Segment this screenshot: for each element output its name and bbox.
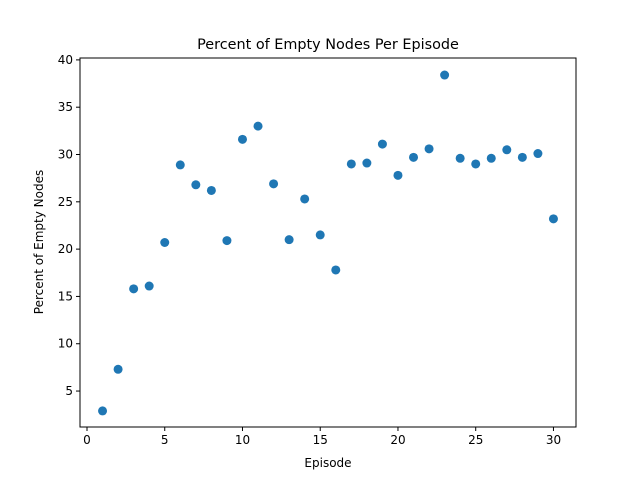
scatter-point xyxy=(440,70,450,80)
scatter-point xyxy=(393,170,403,180)
x-axis-label: Episode xyxy=(304,456,351,470)
y-tick-label: 20 xyxy=(58,242,73,256)
scatter-point xyxy=(129,284,139,294)
scatter-point xyxy=(409,152,419,162)
y-tick-label: 30 xyxy=(58,148,73,162)
scatter-point xyxy=(517,152,527,162)
y-tick-label: 15 xyxy=(58,289,73,303)
scatter-point xyxy=(455,153,465,163)
scatter-point xyxy=(502,145,512,155)
x-tick-label: 10 xyxy=(235,433,250,447)
x-tick-label: 0 xyxy=(83,433,91,447)
y-tick-label: 5 xyxy=(65,384,73,398)
scatter-point xyxy=(113,364,123,374)
scatter-point xyxy=(175,160,185,170)
x-tick-label: 30 xyxy=(546,433,561,447)
scatter-point xyxy=(548,214,558,224)
scatter-point xyxy=(300,194,310,204)
y-tick-label: 25 xyxy=(58,195,73,209)
scatter-point xyxy=(191,180,201,190)
scatter-point xyxy=(206,185,216,195)
scatter-point xyxy=(144,281,154,291)
scatter-point xyxy=(471,159,481,169)
y-axis-ticks: 5 10 15 20 25 30 35 40 xyxy=(58,53,80,398)
x-tick-label: 20 xyxy=(390,433,405,447)
x-tick-label: 5 xyxy=(161,433,169,447)
scatter-point xyxy=(237,134,247,144)
scatter-point xyxy=(253,121,263,131)
y-tick-label: 10 xyxy=(58,337,73,351)
scatter-point xyxy=(486,153,496,163)
x-tick-label: 25 xyxy=(468,433,483,447)
scatter-point xyxy=(160,238,170,247)
scatter-point xyxy=(98,406,108,416)
scatter-point xyxy=(331,265,341,275)
scatter-point xyxy=(284,235,294,245)
x-tick-label: 15 xyxy=(313,433,328,447)
scatter-point xyxy=(269,179,279,189)
chart-title: Percent of Empty Nodes Per Episode xyxy=(197,37,459,53)
x-axis-ticks: 0 5 10 15 20 25 30 xyxy=(83,427,561,447)
y-tick-label: 35 xyxy=(58,100,73,114)
scatter-point xyxy=(533,149,543,159)
scatter-point xyxy=(222,236,232,246)
scatter-point xyxy=(315,230,325,240)
scatter-point xyxy=(346,159,356,169)
y-tick-label: 40 xyxy=(58,53,73,67)
plot-area: 0 5 10 15 20 25 30 5 10 15 20 25 30 35 40 xyxy=(58,53,577,447)
data-points xyxy=(98,70,558,416)
scatter-point xyxy=(362,158,372,168)
scatter-point xyxy=(377,139,387,149)
plot-frame xyxy=(79,57,577,428)
scatter-point xyxy=(424,144,434,154)
y-axis-label: Percent of Empty Nodes xyxy=(32,170,46,314)
